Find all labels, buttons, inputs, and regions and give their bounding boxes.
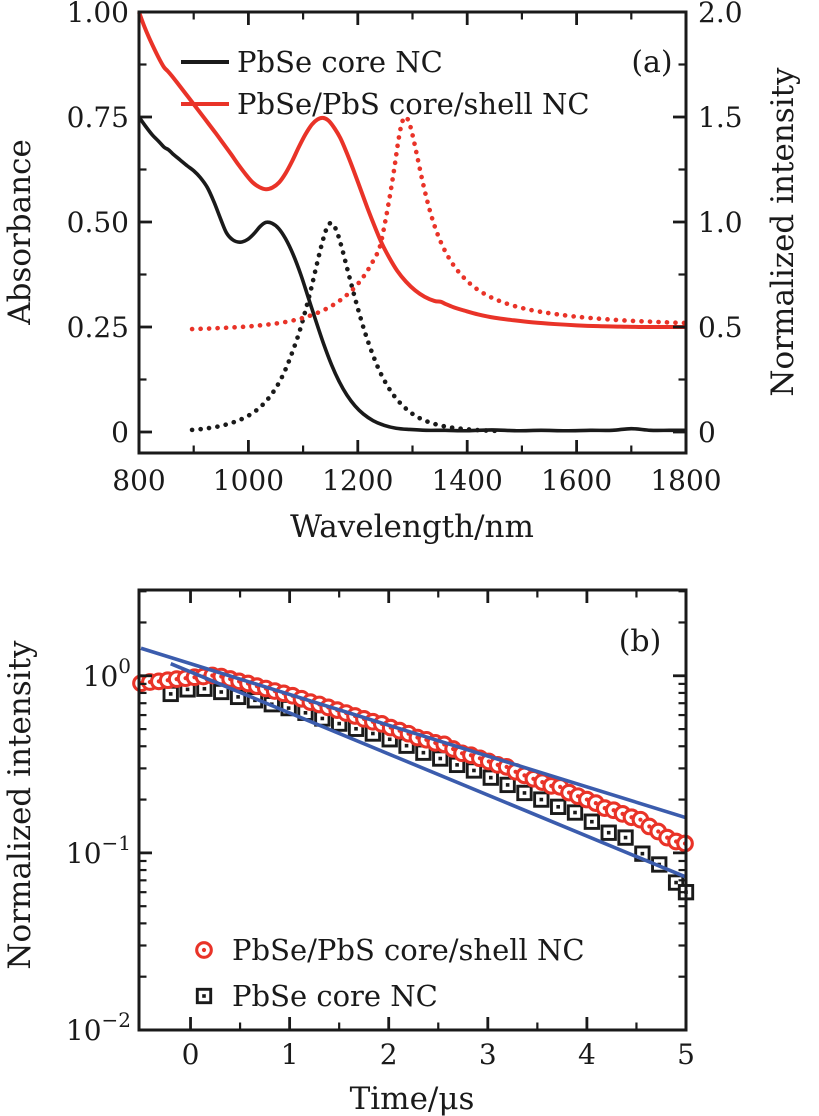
- panel-a-xlabel: Wavelength/nm: [290, 509, 534, 545]
- square-marker-dot: [219, 690, 224, 694]
- square-marker-dot: [354, 726, 358, 731]
- legend-item: PbSe/PbS core/shell NC: [195, 933, 585, 967]
- square-marker-dot: [539, 797, 544, 802]
- circle-marker-dot: [558, 784, 563, 789]
- circle-marker-dot: [656, 829, 661, 834]
- square-marker-dot: [674, 880, 678, 885]
- square-marker-dot: [606, 830, 611, 835]
- pbse-core-decay-points: [162, 680, 695, 901]
- square-marker-dot: [404, 743, 409, 748]
- y-log-tick-label: 10−1: [66, 831, 131, 870]
- panel-b-labels: 0 1 2 3 4 5 100 10−1 10−2 Time/μs Normalized inten…: [2, 624, 695, 1116]
- square-marker-dot: [455, 763, 459, 767]
- panel-a-legend: PbSe core NC PbSe/PbS core/shell NC: [181, 45, 590, 121]
- legend-label: PbSe core NC: [232, 979, 438, 1013]
- square-marker-dot: [185, 687, 190, 692]
- x-tick-label: 1800: [650, 464, 721, 497]
- panel-a: 800 1000 1200 1400 1600 180000.250.500.751.00…: [2, 0, 801, 545]
- circle-marker-dot: [638, 817, 643, 822]
- x-tick-label: 3: [479, 1038, 497, 1071]
- y-right-tick-label: 0: [698, 416, 716, 449]
- square-marker-dot: [236, 695, 240, 699]
- pbse-core-pl-curve: [189, 220, 501, 434]
- pbse-pbs-pl-curve: [189, 114, 689, 332]
- y-left-tick-label: 0.50: [67, 206, 129, 239]
- y-left-tick-label: 0.25: [67, 311, 129, 344]
- square-marker-dot: [623, 835, 628, 840]
- square-marker-dot: [202, 686, 207, 691]
- legend-item: PbSe core NC: [195, 979, 438, 1013]
- pbse-core-fit-line: [170, 662, 687, 879]
- panel-b-frame: [137, 588, 688, 1032]
- legend-label: PbSe/PbS core/shell NC: [237, 87, 590, 121]
- y-right-tick-label: 1.5: [698, 101, 743, 134]
- square-marker-dot: [505, 783, 510, 787]
- square-marker-dot: [472, 768, 476, 773]
- y-left-tick-label: 0.75: [67, 101, 129, 134]
- x-tick-label: 1: [281, 1038, 299, 1071]
- x-tick-label: 0: [182, 1038, 200, 1071]
- panel-a-labels: 800 1000 1200 1400 1600 180000.250.500.751.00…: [2, 0, 801, 545]
- x-tick-label: 5: [677, 1038, 695, 1071]
- pbse-pbs-absorbance-curve: [137, 11, 686, 330]
- panel-b-legend: PbSe/PbS core/shell NC PbSe core NC: [195, 933, 585, 1013]
- y-right-tick-label: 2.0: [698, 0, 743, 29]
- panel-a-tag: (a): [631, 45, 672, 80]
- panel-b-xlabel: Time/μs: [350, 1081, 475, 1116]
- pbse-pbs-fit-line: [140, 646, 687, 820]
- pbse-core-absorbance-curve: [137, 115, 686, 433]
- panel-b-tag: (b): [619, 624, 662, 659]
- circle-marker-dot: [201, 947, 207, 953]
- square-marker-dot: [371, 731, 375, 736]
- square-marker-dot: [590, 819, 594, 824]
- square-marker-dot: [337, 721, 341, 726]
- legend-item: PbSe core NC: [181, 45, 443, 79]
- x-tick-label: 1000: [213, 464, 284, 497]
- x-tick-label: 2: [380, 1038, 398, 1071]
- square-marker-dot: [438, 756, 443, 761]
- square-marker-dot: [320, 716, 325, 721]
- square-marker-dot: [640, 851, 645, 856]
- square-marker-dot: [421, 750, 426, 755]
- square-marker-dot: [387, 737, 392, 742]
- x-tick-label: 1600: [541, 464, 612, 497]
- panel-a-series: [137, 11, 689, 434]
- legend-label: PbSe/PbS core/shell NC: [232, 933, 585, 967]
- y-right-tick-label: 1.0: [698, 206, 743, 239]
- x-tick-label: 1400: [432, 464, 503, 497]
- legend-label: PbSe core NC: [237, 45, 443, 79]
- square-marker-dot: [556, 805, 560, 809]
- panel-a-ylabel-right: Normalized intensity: [765, 67, 801, 397]
- square-marker-dot: [573, 810, 577, 815]
- y-left-tick-label: 0: [111, 416, 129, 449]
- square-marker-dot: [168, 692, 173, 696]
- square-marker-dot: [488, 775, 493, 780]
- panel-b: 0 1 2 3 4 5 100 10−1 10−2 Time/μs Normalized inten…: [2, 588, 695, 1116]
- x-tick-label: 1200: [322, 464, 393, 497]
- y-right-tick-label: 0.5: [698, 311, 743, 344]
- panel-b-ylabel: Normalized intensity: [2, 640, 38, 970]
- square-marker-dot: [202, 994, 206, 998]
- x-tick-label: 4: [578, 1038, 596, 1071]
- panel-a-frame: [137, 10, 688, 455]
- square-marker-dot: [286, 706, 291, 710]
- x-tick-label: 800: [112, 464, 165, 497]
- y-log-tick-label: 100: [83, 654, 131, 693]
- panel-a-ylabel-left: Absorbance: [2, 139, 38, 326]
- y-left-tick-label: 1.00: [67, 0, 129, 29]
- panel-b-series: [132, 646, 695, 901]
- square-marker-dot: [303, 710, 308, 715]
- legend-item: PbSe/PbS core/shell NC: [181, 87, 590, 121]
- square-marker-dot: [522, 791, 527, 795]
- y-log-tick-label: 10−2: [66, 1008, 131, 1047]
